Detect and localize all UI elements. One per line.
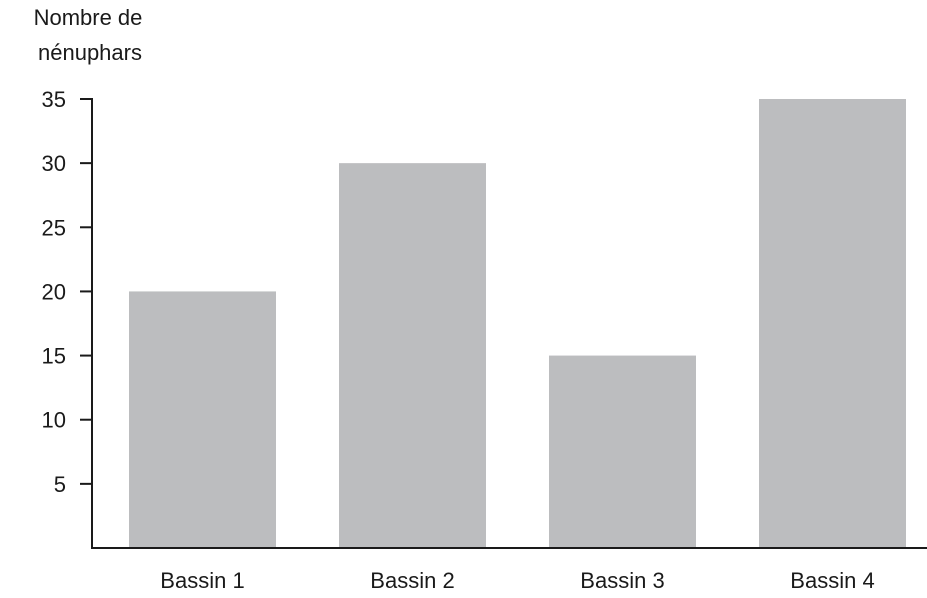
bar-4 (759, 99, 906, 548)
bar-2 (339, 163, 486, 548)
y-tick-label: 25 (42, 215, 66, 240)
y-tick-label: 10 (42, 408, 66, 433)
y-axis-ticks: 5 10 15 20 25 30 35 (42, 87, 92, 497)
x-tick-label: Bassin 2 (370, 568, 454, 593)
axes (91, 98, 927, 549)
bar-3 (549, 355, 696, 548)
y-tick-label: 15 (42, 344, 66, 369)
y-tick-label: 5 (54, 472, 66, 497)
y-tick-label: 35 (42, 87, 66, 112)
y-axis-title-line-1: Nombre de (34, 5, 143, 30)
bars-group (129, 99, 906, 548)
y-axis-title-line-2: nénuphars (38, 40, 142, 65)
bar-1 (129, 291, 276, 548)
x-tick-label: Bassin 3 (580, 568, 664, 593)
y-axis-title: Nombre de nénuphars (34, 5, 143, 65)
x-tick-label: Bassin 1 (160, 568, 244, 593)
y-tick-label: 20 (42, 279, 66, 304)
y-tick-label: 30 (42, 151, 66, 176)
x-axis-tick-labels: Bassin 1 Bassin 2 Bassin 3 Bassin 4 (160, 568, 874, 593)
x-tick-label: Bassin 4 (790, 568, 874, 593)
